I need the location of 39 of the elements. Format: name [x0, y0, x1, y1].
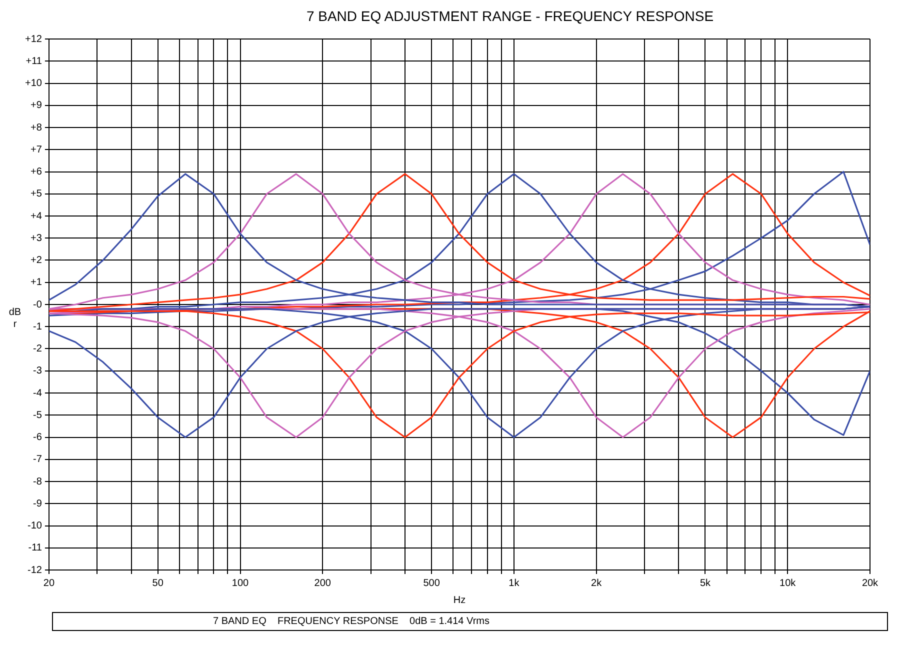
text: 7 BAND EQ FREQUENCY RESPONSE 0dB = 1.414 Vrms — [52, 612, 888, 631]
y-tick-label: -7 — [33, 454, 42, 466]
x-tick-label: 50 — [152, 578, 164, 589]
y-tick-label: +11 — [26, 56, 42, 67]
y-tick-label: -6 — [33, 432, 42, 443]
y-tick-label: -2 — [33, 344, 42, 354]
y-tick-label: +12 — [24, 34, 42, 45]
y-tick-label: -10 — [28, 520, 42, 532]
y-tick-label: -3 — [33, 366, 42, 377]
y-axis-title: dBr — [8, 307, 22, 331]
chart-title: 7 BAND EQ ADJUSTMENT RANGE - FREQUENCY RESPONSE — [305, 8, 715, 26]
y-tick-label: +4 — [30, 210, 42, 222]
y-tick-label: -12 — [28, 564, 42, 576]
y-tick-label: +9 — [30, 100, 42, 112]
y-tick-label: -8 — [33, 476, 42, 488]
x-tick-label: 200 — [314, 578, 332, 589]
x-tick-label: 500 — [423, 578, 440, 589]
y-tick-label: -0 — [33, 299, 42, 310]
x-axis-title: Hz — [453, 594, 466, 606]
x-tick-label: 2k — [591, 578, 603, 589]
y-tick-label: +8 — [30, 122, 42, 134]
y-tick-label: +3 — [30, 232, 42, 244]
y-tick-label: -5 — [33, 410, 42, 421]
y-tick-label: -11 — [28, 542, 42, 554]
x-tick-label: 5k — [700, 578, 712, 589]
y-tick-label: +10 — [24, 78, 42, 89]
y-tick-label: +7 — [30, 144, 42, 156]
y-tick-label: -1 — [33, 321, 42, 332]
x-tick-label: 1k — [508, 578, 520, 589]
y-tick-label: +6 — [30, 166, 42, 178]
y-tick-label: -4 — [33, 388, 42, 399]
x-tick-label: 20k — [862, 578, 880, 589]
x-tick-label: 100 — [232, 578, 250, 589]
x-tick-label: 10k — [780, 578, 797, 589]
y-tick-label: -9 — [33, 498, 42, 510]
y-tick-label: +2 — [30, 255, 42, 266]
x-tick-label: 20 — [43, 578, 55, 589]
y-tick-label: +1 — [30, 277, 42, 288]
y-tick-label: +5 — [30, 188, 42, 200]
